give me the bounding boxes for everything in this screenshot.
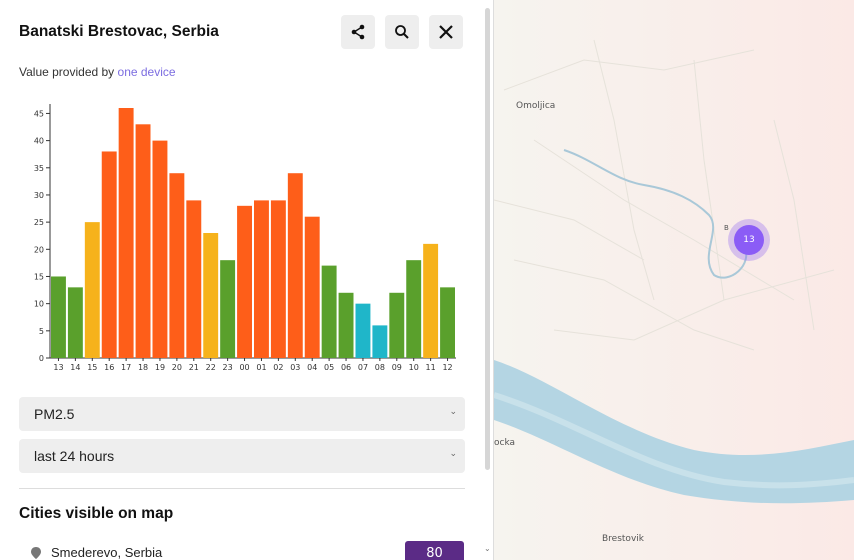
y-tick-label: 20 <box>34 245 44 254</box>
city-aqi-badge: 80 <box>405 541 464 560</box>
y-tick-label: 15 <box>34 272 44 281</box>
bar-17 <box>118 108 134 358</box>
bar-10 <box>406 260 422 358</box>
y-tick-label: 25 <box>34 218 44 227</box>
x-tick-label: 12 <box>442 363 452 372</box>
close-button[interactable] <box>429 15 463 49</box>
map-label-omoljica: Omoljica <box>516 101 556 111</box>
city-name: Smederevo, Serbia <box>51 545 163 560</box>
x-tick-label: 18 <box>138 363 148 372</box>
x-tick-label: 08 <box>375 363 385 372</box>
x-tick-label: 17 <box>121 363 131 372</box>
map-label-pancevo-fragment: ocka <box>494 438 516 448</box>
bar-14 <box>67 287 83 358</box>
share-button[interactable] <box>341 15 375 49</box>
panel-scrollbar[interactable] <box>485 8 490 470</box>
bar-04 <box>304 216 320 358</box>
x-tick-label: 13 <box>53 363 63 372</box>
x-tick-label: 11 <box>426 363 436 372</box>
bar-11 <box>423 243 439 358</box>
map-label-brestovik: Brestovik <box>602 534 644 544</box>
bar-18 <box>135 124 151 358</box>
y-tick-label: 10 <box>34 300 44 309</box>
map-canvas <box>494 0 854 560</box>
bar-22 <box>203 233 219 358</box>
map-cluster-marker[interactable]: 13 <box>728 219 770 261</box>
x-tick-label: 10 <box>409 363 419 372</box>
x-tick-label: 16 <box>104 363 114 372</box>
device-link[interactable]: one device <box>117 65 176 79</box>
bar-00 <box>237 205 252 358</box>
location-pin-icon <box>31 547 41 559</box>
bar-02 <box>270 200 286 358</box>
y-tick-label: 40 <box>34 137 44 146</box>
y-tick-label: 30 <box>34 191 44 200</box>
search-icon <box>395 25 409 39</box>
search-button[interactable] <box>385 15 419 49</box>
bar-06 <box>338 292 354 358</box>
x-tick-label: 22 <box>206 363 216 372</box>
pollutant-select[interactable]: PM2.5 ⌄ <box>19 397 465 431</box>
x-tick-label: 14 <box>70 363 80 372</box>
share-icon <box>351 24 365 40</box>
time-range-select-value: last 24 hours <box>34 448 115 464</box>
y-tick-label: 5 <box>39 327 44 336</box>
x-tick-label: 00 <box>239 363 249 372</box>
bar-05 <box>321 265 337 358</box>
bar-13 <box>51 276 66 358</box>
x-tick-label: 20 <box>172 363 182 372</box>
x-tick-label: 04 <box>307 363 317 372</box>
x-tick-label: 19 <box>155 363 165 372</box>
map-label-side: B <box>724 224 729 232</box>
x-tick-label: 09 <box>392 363 402 372</box>
y-tick-label: 45 <box>34 109 44 118</box>
bar-12 <box>440 287 455 358</box>
map-view[interactable]: Omoljica Brestovik ocka B 13 <box>494 0 854 560</box>
bar-01 <box>254 200 269 358</box>
provider-line: Value provided by one device <box>19 65 176 79</box>
scroll-down-arrow-icon[interactable]: ⌄ <box>484 544 491 553</box>
x-tick-label: 03 <box>290 363 300 372</box>
city-list-item[interactable]: Smederevo, Serbia 80 <box>19 541 465 560</box>
x-tick-label: 02 <box>273 363 283 372</box>
bar-23 <box>220 260 236 358</box>
x-tick-label: 06 <box>341 363 351 372</box>
chevron-down-icon: ⌄ <box>449 406 457 416</box>
x-tick-label: 15 <box>87 363 97 372</box>
close-icon <box>439 25 453 39</box>
x-tick-label: 23 <box>223 363 233 372</box>
panel-title: Banatski Brestovac, Serbia <box>19 23 219 40</box>
pollutant-select-value: PM2.5 <box>34 406 75 422</box>
y-tick-label: 0 <box>39 354 44 363</box>
x-tick-label: 01 <box>256 363 266 372</box>
y-tick-label: 35 <box>34 164 44 173</box>
chevron-down-icon: ⌄ <box>449 448 457 458</box>
bar-19 <box>152 140 168 358</box>
bar-20 <box>169 173 185 358</box>
bar-09 <box>389 292 405 358</box>
cities-heading: Cities visible on map <box>19 505 174 522</box>
bar-16 <box>101 151 117 358</box>
divider <box>19 488 465 489</box>
time-range-select[interactable]: last 24 hours ⌄ <box>19 439 465 473</box>
cluster-count: 13 <box>734 225 764 255</box>
bar-21 <box>186 200 202 358</box>
x-tick-label: 07 <box>358 363 368 372</box>
provider-prefix: Value provided by <box>19 65 118 79</box>
location-panel: Banatski Brestovac, Serbia Value provide… <box>0 0 494 560</box>
x-tick-label: 21 <box>189 363 199 372</box>
x-tick-label: 05 <box>324 363 334 372</box>
bar-08 <box>372 325 388 358</box>
bar-03 <box>287 173 303 358</box>
bar-07 <box>355 303 371 358</box>
bar-15 <box>84 222 100 358</box>
